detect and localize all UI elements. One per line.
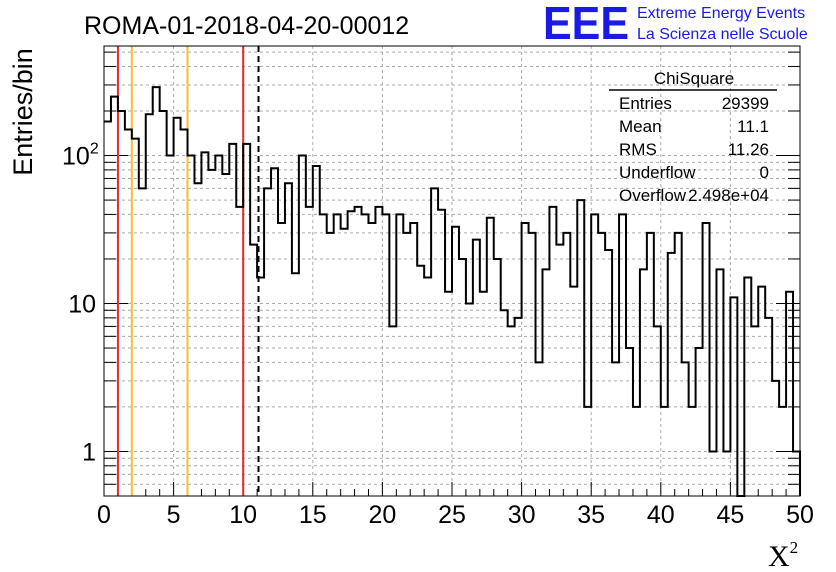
stats-row-value: 2.498e+04 [688, 186, 769, 205]
x-tick-label: 40 [647, 501, 675, 529]
x-tick-label: 50 [786, 501, 814, 529]
x-tick-label: 15 [299, 501, 327, 529]
eee-logo-line2: La Scienza nelle Scuole [637, 26, 808, 43]
eee-logo-mark: EEE [543, 0, 629, 49]
chart-title: ROMA-01-2018-04-20-00012 [84, 12, 409, 40]
x-tick-label: 5 [167, 501, 181, 529]
y-tick-labels: 1 10 102 [62, 141, 99, 467]
stats-row-value: 0 [760, 163, 769, 182]
stats-row-value: 11.26 [728, 140, 769, 159]
eee-logo-line1: Extreme Energy Events [637, 5, 805, 22]
stats-row-value: 29399 [722, 94, 769, 113]
y-axis-label: Entries/bin [8, 48, 38, 176]
plot-frame [103, 45, 801, 497]
stats-box: ChiSquare Entries 29399 Mean 11.1 RMS 11.26 Un… [609, 69, 777, 205]
x-tick-label: 45 [716, 501, 744, 529]
eee-logo: EEE Extreme Energy Events La Scienza nel… [543, 0, 808, 49]
x-axis-label-base: X [768, 540, 790, 572]
y-tick-label: 102 [62, 141, 99, 171]
x-tick-label: 25 [438, 501, 466, 529]
x-tick-label: 30 [508, 501, 536, 529]
stats-box-rows: Entries 29399 Mean 11.1 RMS 11.26 Underflow 0 Ov… [619, 94, 769, 205]
stats-row-label: Underflow [619, 163, 696, 182]
x-tick-labels: 0 5 10 15 20 25 30 35 40 45 50 [97, 501, 814, 529]
x-axis-label-superscript: 2 [790, 538, 799, 557]
x-tick-label: 10 [229, 501, 257, 529]
x-tick-label: 20 [368, 501, 396, 529]
x-axis-label: X2 [768, 538, 798, 572]
stats-row-value: 11.1 [737, 117, 769, 136]
stats-row-label: Mean [619, 117, 662, 136]
histogram-series [104, 86, 801, 497]
y-tick-label: 10 [68, 291, 96, 319]
x-tick-label: 0 [97, 501, 111, 529]
y-tick-label: 1 [82, 438, 96, 466]
stats-row-label: Overflow [619, 186, 687, 205]
stats-box-title: ChiSquare [654, 69, 734, 88]
x-tick-label: 35 [577, 501, 605, 529]
stats-row-label: Entries [619, 94, 672, 113]
stats-row-label: RMS [619, 140, 657, 159]
marker-lines [116, 46, 260, 496]
